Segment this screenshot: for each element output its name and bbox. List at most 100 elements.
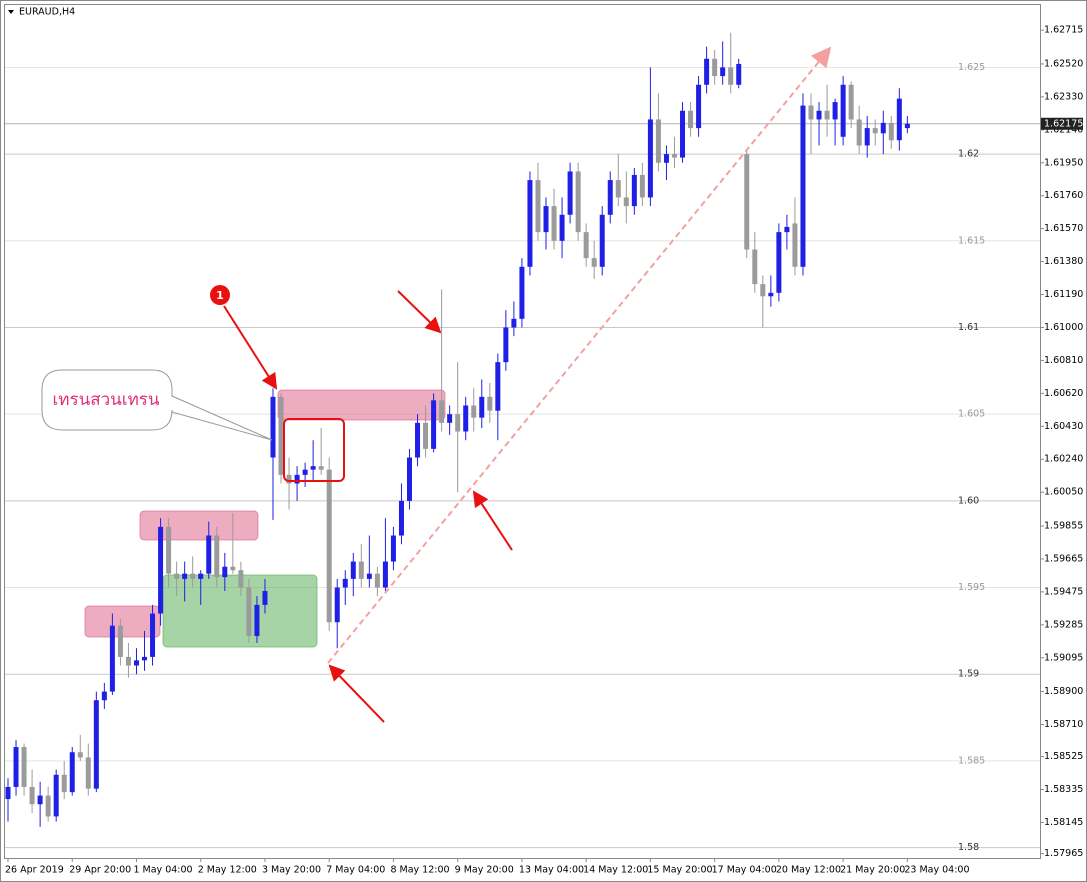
body	[439, 400, 445, 423]
annotations: 1 เทรนสวนเทรน	[41, 46, 832, 723]
candles	[5, 32, 910, 827]
y-tick-label: 1.60240	[1044, 454, 1083, 465]
body	[615, 180, 621, 198]
body	[607, 180, 613, 215]
body	[511, 318, 517, 328]
body	[896, 98, 902, 141]
body	[543, 206, 549, 233]
marker-label: 1	[216, 289, 224, 302]
body	[832, 102, 838, 120]
body	[382, 561, 388, 588]
level-label: 1.60	[958, 495, 979, 506]
body	[77, 752, 83, 758]
body	[663, 154, 669, 163]
body	[326, 469, 332, 623]
body	[214, 535, 220, 578]
y-tick-label: 1.59285	[1044, 619, 1083, 630]
body	[744, 154, 750, 250]
body	[647, 119, 653, 198]
body	[45, 795, 51, 817]
x-tick-label: 3 May 20:00	[262, 865, 321, 876]
body	[752, 249, 758, 285]
level-label: 1.615	[958, 235, 985, 246]
last-price-box	[1041, 117, 1083, 130]
last-price-label: 1.62175	[1044, 118, 1083, 129]
body	[856, 119, 862, 146]
body	[93, 700, 99, 789]
body	[631, 174, 637, 207]
y-tick-label: 1.62715	[1044, 25, 1083, 36]
body	[463, 405, 469, 432]
body	[69, 752, 75, 793]
body	[431, 400, 437, 449]
body	[206, 535, 212, 574]
body	[13, 747, 19, 787]
body	[800, 105, 806, 267]
y-tick-label: 1.62520	[1044, 58, 1083, 69]
arrow	[472, 490, 513, 551]
body	[53, 774, 59, 817]
body	[374, 573, 380, 588]
body	[125, 656, 131, 666]
body	[142, 656, 148, 661]
y-tick-label: 1.61000	[1044, 322, 1083, 333]
x-tick-label: 23 May 04:00	[904, 865, 969, 876]
x-tick-label: 13 May 04:00	[519, 865, 584, 876]
body	[864, 128, 870, 146]
body	[712, 58, 718, 77]
y-tick-label: 1.60430	[1044, 421, 1083, 432]
body	[230, 566, 236, 571]
body	[190, 573, 196, 579]
menu-arrow[interactable]	[8, 10, 14, 14]
supply-zone	[277, 389, 446, 421]
body	[150, 613, 156, 657]
marker-circle	[210, 285, 230, 305]
body	[848, 84, 854, 120]
y-tick-label: 1.58145	[1044, 817, 1083, 828]
y-tick-label: 1.61950	[1044, 157, 1083, 168]
body	[294, 474, 300, 484]
body	[21, 747, 27, 787]
body	[182, 573, 188, 579]
body	[29, 786, 35, 805]
body	[407, 457, 412, 501]
y-tick-label: 1.59475	[1044, 586, 1083, 597]
body	[591, 258, 597, 267]
body	[784, 226, 790, 233]
body	[286, 474, 292, 484]
y-tick-label: 1.60810	[1044, 355, 1083, 366]
body	[768, 292, 774, 297]
y-tick-label: 1.58900	[1044, 686, 1083, 697]
body	[680, 110, 686, 158]
body	[262, 591, 268, 605]
x-tick-label: 15 May 20:00	[647, 865, 712, 876]
x-tick-label: 26 Apr 2019	[5, 865, 64, 876]
plot-frame	[4, 4, 1041, 859]
y-tick-label: 1.57965	[1044, 848, 1083, 859]
body	[133, 660, 139, 666]
body	[101, 691, 107, 701]
x-tick-label: 17 May 04:00	[712, 865, 777, 876]
body	[334, 587, 340, 623]
level-label: 1.62	[958, 149, 979, 160]
body	[61, 774, 67, 793]
highlight-box	[283, 418, 345, 482]
body	[736, 63, 742, 85]
body	[519, 266, 525, 319]
y-tick-label: 1.61570	[1044, 223, 1083, 234]
y-tick-label: 1.60620	[1044, 388, 1083, 399]
y-tick-label: 1.61380	[1044, 256, 1083, 267]
body	[888, 122, 894, 141]
level-label: 1.59	[958, 669, 979, 680]
x-tick-label: 7 May 04:00	[326, 865, 385, 876]
body	[535, 180, 541, 233]
body	[559, 214, 565, 241]
body	[350, 561, 356, 579]
body	[222, 566, 228, 578]
x-tick-label: 21 May 20:00	[840, 865, 905, 876]
chart-title: EURAUD,H4	[19, 7, 75, 18]
y-tick-label: 1.59855	[1044, 520, 1083, 531]
body	[872, 128, 878, 134]
y-tick-label: 1.61760	[1044, 190, 1083, 201]
